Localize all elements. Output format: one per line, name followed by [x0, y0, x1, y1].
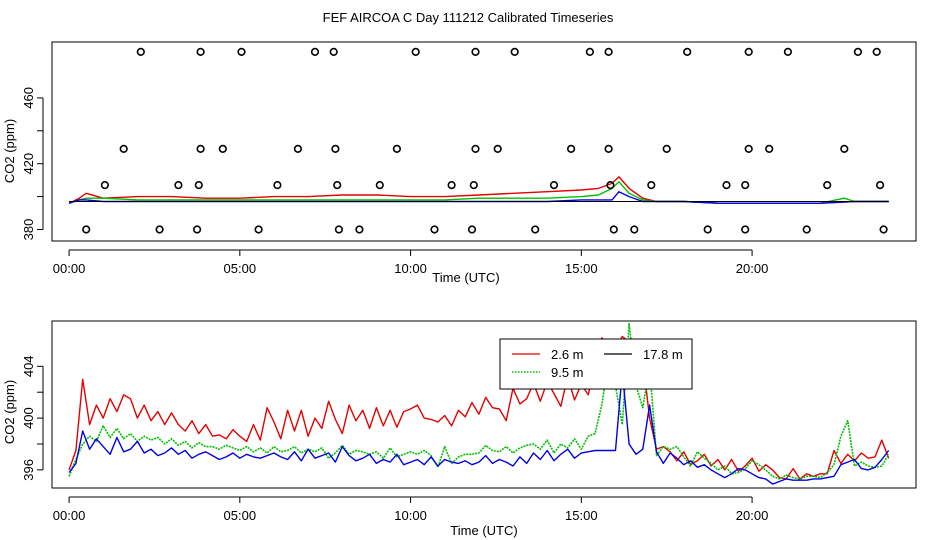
calibration-marker	[355, 225, 364, 234]
calibration-marker	[741, 225, 750, 234]
y-tick-label: 420	[21, 153, 36, 175]
y-tick-label: 460	[21, 87, 36, 109]
calibration-marker	[193, 225, 202, 234]
calibration-marker	[392, 144, 402, 153]
calibration-marker	[531, 225, 540, 234]
x-tick-label: 20:00	[736, 261, 769, 276]
bottom-plot-series	[68, 322, 890, 485]
calibration-marker	[469, 181, 478, 190]
calibration-marker	[375, 181, 384, 190]
calibration-marker	[273, 181, 282, 190]
series-line-9-5-m	[68, 322, 890, 480]
calibration-marker	[333, 181, 342, 190]
calibration-marker	[218, 144, 227, 153]
calibration-marker	[879, 225, 888, 234]
legend-label-2-6m: 2.6 m	[551, 347, 584, 362]
calibration-marker	[174, 181, 183, 190]
y-tick-label: 404	[21, 355, 36, 377]
y-tick-label: 380	[21, 219, 36, 241]
calibration-marker	[549, 181, 559, 190]
legend-label-17-8m: 17.8 m	[643, 347, 683, 362]
calibration-marker	[334, 225, 344, 234]
calibration-marker	[194, 181, 203, 190]
top-plot-markers	[82, 47, 888, 234]
top-plot-frame	[51, 41, 917, 242]
top-plot-ylabel: CO2 (ppm)	[2, 119, 17, 183]
calibration-marker	[853, 47, 863, 57]
top-plot-xlabel: Time (UTC)	[432, 270, 499, 285]
series-line-2-6-m	[68, 335, 890, 480]
bottom-plot-ylabel: CO2 (ppm)	[2, 380, 17, 444]
calibration-marker	[566, 144, 576, 153]
bottom-plot-frame	[51, 320, 917, 489]
x-tick-label: 05:00	[224, 508, 257, 523]
calibration-marker	[840, 144, 849, 153]
calibration-marker	[310, 47, 320, 57]
calibration-marker	[471, 47, 480, 57]
series-line-17-8-m	[68, 370, 890, 485]
calibration-marker	[196, 47, 205, 57]
y-tick-label: 396	[21, 459, 36, 481]
calibration-marker	[744, 144, 753, 153]
calibration-marker	[662, 144, 671, 153]
x-tick-label: 00:00	[53, 508, 86, 523]
calibration-marker	[585, 47, 595, 57]
y-tick-label: 400	[21, 407, 36, 429]
calibration-marker	[683, 47, 692, 57]
calibration-marker	[411, 47, 420, 57]
calibration-marker	[254, 225, 263, 234]
calibration-marker	[237, 47, 246, 57]
calibration-marker	[783, 47, 793, 57]
calibration-marker	[119, 144, 128, 153]
calibration-marker	[765, 144, 774, 153]
legend-label-9-5m: 9.5 m	[551, 365, 584, 380]
calibration-marker	[430, 225, 439, 234]
x-tick-label: 00:00	[53, 261, 86, 276]
calibration-marker	[493, 144, 502, 153]
x-tick-label: 15:00	[565, 508, 598, 523]
x-tick-label: 20:00	[736, 508, 769, 523]
calibration-marker	[510, 47, 519, 57]
series-line-9-5-m	[68, 181, 889, 204]
calibration-marker	[802, 225, 811, 234]
calibration-marker	[606, 181, 615, 190]
legend: 2.6 m 17.8 m 9.5 m	[499, 338, 693, 390]
calibration-marker	[703, 225, 712, 234]
top-plot: 00:00 05:00 10:00 15:00 20:00 380 420 460 Time …	[2, 41, 917, 285]
calibration-marker	[604, 144, 613, 153]
calibration-marker	[741, 181, 750, 190]
bottom-plot-xlabel: Time (UTC)	[450, 523, 517, 538]
x-tick-label: 05:00	[224, 261, 257, 276]
calibration-marker	[722, 181, 731, 190]
calibration-marker	[331, 144, 340, 153]
calibration-marker	[609, 225, 618, 234]
legend-box	[499, 338, 693, 390]
bottom-plot: 00:00 05:00 10:00 15:00 20:00 396 400 404 Time …	[2, 320, 917, 538]
calibration-marker	[875, 181, 885, 190]
calibration-marker	[293, 144, 303, 153]
x-tick-label: 10:00	[394, 261, 427, 276]
calibration-marker	[647, 181, 656, 190]
calibration-marker	[329, 47, 338, 57]
calibration-marker	[744, 47, 753, 57]
calibration-marker	[823, 181, 832, 190]
top-plot-axes: 00:00 05:00 10:00 15:00 20:00 380 420 460	[21, 87, 768, 276]
calibration-marker	[471, 144, 480, 153]
calibration-marker	[630, 225, 639, 234]
calibration-marker	[467, 225, 477, 234]
chart-title: FEF AIRCOA C Day 111212 Calibrated Times…	[323, 10, 614, 25]
calibration-marker	[604, 47, 613, 57]
calibration-marker	[136, 47, 145, 57]
top-plot-series	[68, 176, 889, 204]
calibration-marker	[447, 181, 456, 190]
calibration-marker	[155, 225, 164, 234]
calibration-marker	[872, 47, 881, 57]
calibration-marker	[196, 144, 205, 153]
calibration-marker	[100, 181, 109, 190]
x-tick-label: 15:00	[565, 261, 598, 276]
x-tick-label: 10:00	[394, 508, 427, 523]
calibration-marker	[82, 225, 91, 234]
bottom-plot-axes: 00:00 05:00 10:00 15:00 20:00 396 400 404	[21, 355, 768, 523]
